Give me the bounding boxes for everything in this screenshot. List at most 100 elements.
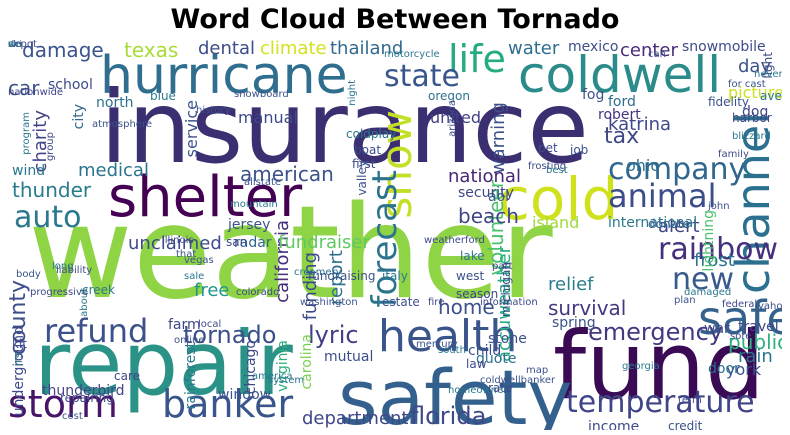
word-oregon: oregon <box>428 89 470 103</box>
word-estate: estate <box>382 295 420 309</box>
word-san: san <box>226 235 248 249</box>
word-colorado: colorado <box>236 287 280 298</box>
word-international: international <box>608 215 698 231</box>
word-shelter: shelter <box>108 165 303 230</box>
word-animal: animal <box>608 177 717 215</box>
word-repair: repair <box>34 312 293 415</box>
word-survival: survival <box>548 296 627 320</box>
word-sale: sale <box>184 271 205 282</box>
word-insurance: insurance <box>100 69 589 186</box>
word-fidelity: fidelity <box>708 95 750 109</box>
word-national: national <box>448 166 521 187</box>
word-city: city <box>71 104 87 130</box>
word-boat: boat <box>354 143 382 157</box>
word-mutual: mutual <box>324 349 374 365</box>
word-never: never <box>754 69 782 80</box>
word-pet: pet <box>538 141 558 155</box>
word-creek: creek <box>82 283 115 297</box>
word-mountain: mountain <box>230 199 278 210</box>
word-family: family <box>718 149 749 160</box>
word-income: income <box>588 419 640 430</box>
word-ski: ski <box>8 40 22 50</box>
word-island: island <box>532 213 580 232</box>
word-warning: warning <box>488 102 509 175</box>
word-katrina: katrina <box>608 114 672 135</box>
word-map: map <box>526 365 549 376</box>
word-mercury: mercury <box>416 339 458 350</box>
word-weatherford: weatherford <box>424 235 485 246</box>
word-valley: valley <box>355 160 369 196</box>
word-rainforest: rainforest <box>183 342 199 410</box>
word-funding: funding <box>300 252 321 321</box>
word-illinois: illinois <box>162 235 194 246</box>
word-refund: refund <box>44 312 149 350</box>
word-fog: fog <box>582 87 605 103</box>
word-creamery: creamery <box>294 267 342 278</box>
word-radar: radar <box>234 235 272 251</box>
word-atmosphere: atmosphere <box>92 119 152 130</box>
word-cost: cost <box>62 411 83 422</box>
word-department: department <box>302 408 409 429</box>
word-new: new <box>672 262 735 297</box>
word-about: about <box>79 288 90 317</box>
word-emergency: emergency <box>588 318 723 346</box>
word-depot: depot <box>8 40 37 50</box>
word-free: free <box>194 280 230 301</box>
word-manual: manual <box>238 108 298 127</box>
word-system: system <box>268 375 305 386</box>
word-war: war <box>704 321 730 337</box>
word-information: information <box>480 297 538 308</box>
word-ohio: ohio <box>626 156 661 175</box>
word-banker: banker <box>162 382 294 426</box>
word-online: online <box>174 335 205 346</box>
word-italy: italy <box>382 269 408 283</box>
word-lyric: lyric <box>308 321 359 349</box>
word-john: john <box>708 201 730 212</box>
word-credit: credit <box>668 419 703 430</box>
word-blizzard: blizzard <box>732 131 771 142</box>
word-coldwellbanker: coldwellbanker <box>480 375 556 386</box>
word-unclaimed: unclaimed <box>128 233 222 254</box>
word-dental: dental <box>198 40 255 59</box>
word-blue: blue <box>150 89 176 103</box>
word-forecast: forecast <box>365 170 405 308</box>
word-repairing: repairing <box>60 391 114 405</box>
word-part: part <box>492 261 513 272</box>
word-door: door <box>708 361 740 377</box>
word-that: that <box>176 249 197 260</box>
word-program: program <box>21 112 32 155</box>
word-frost: frost <box>694 250 735 271</box>
word-safe: safe <box>698 291 782 345</box>
word-child: child <box>468 343 502 359</box>
word-homeowner: homeowner <box>448 385 508 396</box>
word-thunder: thunder <box>12 178 92 202</box>
word-water: water <box>508 40 560 59</box>
word-west: west <box>456 269 485 283</box>
word-window: window <box>218 387 272 403</box>
word-georgia: georgia <box>622 361 660 372</box>
word-coldplay: coldplay <box>346 127 397 141</box>
word-allstate: allstate <box>244 177 282 188</box>
word-american: american <box>240 162 334 186</box>
word-north: north <box>96 95 134 111</box>
word-yahoo: yahoo <box>758 301 782 312</box>
word-motorcycle: motorcycle <box>384 49 440 60</box>
word-wind: wind <box>12 163 46 179</box>
word-can: can <box>648 49 666 60</box>
word-irs: irs <box>11 352 25 367</box>
word-frosting: frosting <box>528 161 567 172</box>
word-group: group <box>45 132 56 162</box>
word-state: state <box>384 59 460 94</box>
word-vegas: vegas <box>184 255 214 266</box>
word-first: first <box>352 157 376 171</box>
word-dog: dog <box>742 104 769 120</box>
word-long: long <box>52 261 74 272</box>
word-home: home <box>438 295 495 319</box>
word-relief: relief <box>548 274 594 295</box>
word-life: life <box>448 40 506 81</box>
word-best: best <box>546 165 568 176</box>
word-company: company <box>608 152 747 187</box>
word-day: day <box>738 56 772 77</box>
word-rainbow: rainbow <box>658 232 778 267</box>
word-damaged: damaged <box>684 287 732 298</box>
